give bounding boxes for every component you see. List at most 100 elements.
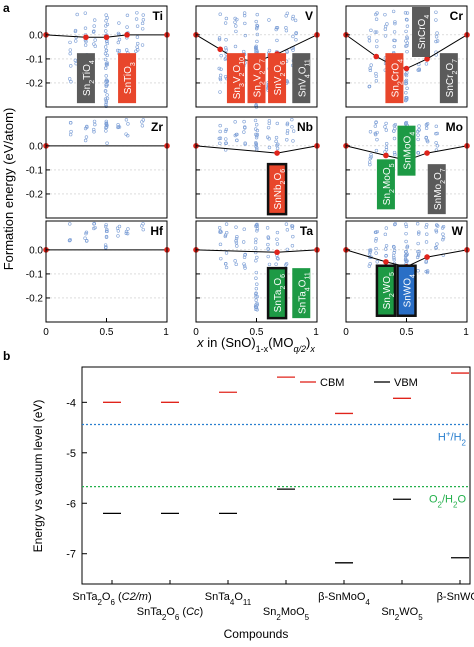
- scatter-point: [290, 117, 294, 122]
- scatter-point: [243, 126, 247, 130]
- panel-frame: [345, 116, 468, 219]
- scatter-point: [290, 224, 294, 228]
- scatter-point: [434, 10, 438, 14]
- scatter-point: [424, 225, 428, 229]
- scatter-point: [404, 239, 408, 244]
- scatter-point: [234, 29, 238, 34]
- hull-point: [424, 150, 430, 156]
- panel-frame: [195, 116, 318, 219]
- scatter-point: [103, 51, 108, 56]
- scatter-point: [368, 130, 373, 134]
- scatter-point: [83, 11, 88, 15]
- scatter-point: [233, 16, 237, 21]
- scatter-point: [116, 229, 121, 233]
- scatter-point: [290, 125, 294, 129]
- scatter-point: [368, 156, 372, 161]
- scatter-point: [392, 136, 397, 141]
- hull-point: [124, 32, 130, 38]
- x-tick-label: 0.5: [400, 327, 414, 338]
- scatter-point: [404, 222, 408, 226]
- scatter-point: [368, 162, 372, 167]
- compound-tick-label: Sn2MoO5: [263, 606, 310, 622]
- compound-label: SnMoO4: [403, 132, 417, 170]
- scatter-point: [67, 238, 72, 243]
- scatter-point: [104, 125, 109, 129]
- scatter-point: [374, 71, 378, 76]
- element-label: Mo: [446, 120, 463, 134]
- scatter-point: [254, 270, 258, 275]
- scatter-point: [384, 128, 389, 132]
- scatter-point: [266, 242, 270, 247]
- scatter-point: [416, 232, 421, 236]
- scatter-point: [254, 305, 258, 309]
- scatter-point: [116, 48, 120, 53]
- compound-box: [266, 266, 288, 320]
- compound-tick-label: Sn2WO5: [381, 606, 423, 622]
- scatter-point: [417, 230, 421, 234]
- scatter-point: [385, 22, 389, 26]
- scatter-point: [234, 236, 239, 241]
- x-tick-label: 0.5: [100, 327, 114, 338]
- scatter-point: [426, 139, 430, 144]
- y-tick-label: -0.1: [26, 54, 44, 65]
- scatter-point: [275, 146, 280, 151]
- scatter-point: [218, 129, 222, 134]
- scatter-point: [243, 252, 247, 257]
- compound-label: Sn2V2O7: [253, 59, 267, 98]
- compound-label: Sn3V2O10: [232, 57, 246, 99]
- scatter-point: [224, 38, 228, 42]
- scatter-point: [285, 138, 289, 142]
- scatter-point: [243, 21, 247, 26]
- hull-point: [274, 249, 280, 256]
- scatter-point: [105, 53, 109, 58]
- scatter-point: [392, 222, 397, 227]
- scatter-point: [243, 33, 248, 38]
- compound-box: [266, 162, 288, 216]
- scatter-point: [103, 57, 108, 62]
- scatter-point: [374, 251, 378, 255]
- scatter-point: [254, 292, 258, 296]
- scatter-point: [141, 13, 145, 17]
- scatter-point: [218, 90, 222, 94]
- panel-zr: Zr 0.0 -0.1 -0.2: [26, 116, 170, 219]
- compound-box: [439, 53, 458, 104]
- element-label: Ti: [153, 9, 163, 23]
- scatter-point: [374, 74, 378, 78]
- scatter-point: [242, 13, 247, 18]
- scatter-point: [384, 121, 388, 126]
- scatter-point: [83, 43, 88, 47]
- scatter-point: [290, 244, 295, 248]
- xlabel-end: ): [306, 335, 310, 350]
- scatter-point: [116, 125, 120, 130]
- scatter-point: [254, 48, 258, 52]
- scatter-point: [266, 235, 270, 239]
- scatter-point: [415, 255, 420, 260]
- scatter-point: [434, 245, 438, 250]
- y-tick-label: -0.2: [26, 293, 44, 304]
- scatter-point: [85, 238, 89, 243]
- compound-box: [375, 264, 397, 317]
- scatter-point: [233, 44, 238, 49]
- scatter-point: [403, 254, 408, 258]
- scatter-point: [403, 79, 408, 84]
- scatter-point: [434, 35, 439, 39]
- scatter-point: [224, 127, 229, 132]
- element-label: Hf: [150, 224, 164, 238]
- scatter-point: [134, 49, 138, 53]
- scatter-point: [375, 130, 379, 135]
- scatter-point: [384, 141, 389, 146]
- scatter-point: [218, 141, 222, 146]
- scatter-point: [425, 232, 429, 236]
- scatter-point: [373, 30, 377, 34]
- scatter-point: [105, 229, 109, 234]
- hull-point: [83, 34, 89, 41]
- legend-label: VBM: [394, 377, 418, 389]
- scatter-point: [254, 237, 258, 241]
- scatter-point: [255, 301, 259, 306]
- scatter-point: [124, 132, 128, 136]
- compound-label: SnV2O6: [273, 61, 287, 96]
- scatter-point: [218, 77, 223, 82]
- scatter-point: [424, 269, 428, 274]
- scatter-point: [417, 128, 421, 132]
- scatter-point: [254, 250, 258, 255]
